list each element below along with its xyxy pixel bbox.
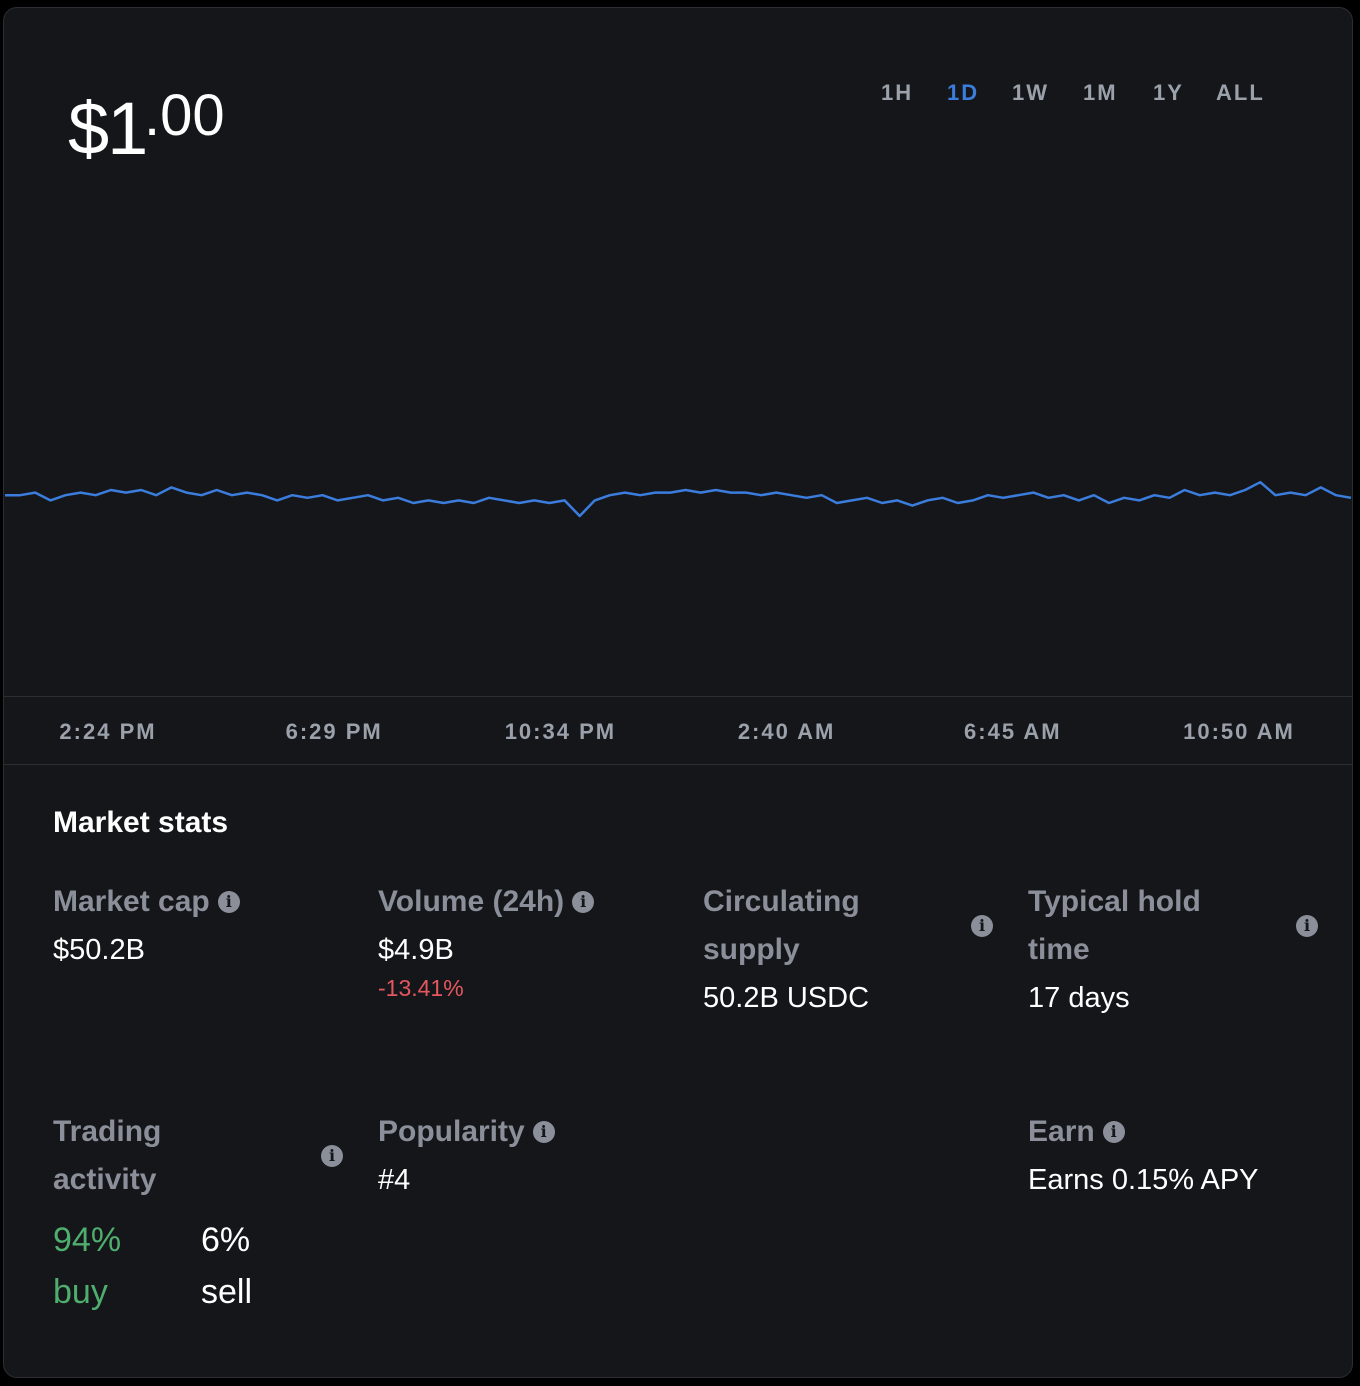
stat-value: #4: [378, 1164, 411, 1196]
stat-label: Earn: [1028, 1115, 1095, 1148]
info-icon[interactable]: i: [971, 915, 993, 937]
range-button[interactable]: 1H: [881, 80, 914, 105]
divider: [4, 764, 1352, 765]
stat-label: Typical hold time: [1028, 885, 1201, 966]
stat: Trading activity i 94% buy 6% sell: [53, 1108, 343, 1318]
price-chart: [5, 480, 1352, 518]
info-icon[interactable]: i: [217, 891, 240, 913]
stat: Popularity i #4: [378, 1108, 668, 1197]
card: $1 .00 Market stats Market cap i $50.2B V…: [3, 7, 1353, 1378]
info-icon[interactable]: i: [572, 891, 595, 913]
range-button[interactable]: 1W: [1012, 80, 1049, 105]
range-button[interactable]: 1M: [1083, 80, 1118, 105]
range-button[interactable]: 1D: [947, 80, 980, 105]
stat-value: Earns 0.15% APY: [1028, 1164, 1259, 1196]
buy-label: buy: [53, 1273, 108, 1311]
info-icon[interactable]: i: [1296, 915, 1318, 937]
price-fraction: .00: [144, 83, 225, 148]
x-tick-label: 2:40 AM: [737, 719, 836, 744]
range-button[interactable]: ALL: [1216, 80, 1265, 105]
x-tick-label: 10:50 AM: [1183, 719, 1295, 744]
stat-change: -13.41%: [378, 975, 464, 1001]
stat: Volume (24h) i $4.9B -13.41%: [378, 878, 668, 1002]
info-icon[interactable]: i: [532, 1121, 555, 1143]
stat: Earn i Earns 0.15% APY: [1028, 1108, 1318, 1197]
stat-value: $4.9B: [378, 934, 454, 966]
stat: Typical hold time i 17 days: [1028, 878, 1318, 1015]
stat-label: Circulating supply: [703, 885, 860, 966]
x-tick-label: 10:34 PM: [504, 719, 617, 744]
sell-percent: 6%: [201, 1221, 251, 1259]
price: $1: [68, 87, 148, 170]
range-button[interactable]: 1Y: [1153, 80, 1184, 105]
info-icon[interactable]: i: [321, 1145, 343, 1167]
stat-label: Volume (24h): [378, 885, 565, 918]
x-tick-label: 6:29 PM: [285, 719, 383, 744]
buy-percent: 94%: [53, 1221, 122, 1259]
sell-label: sell: [201, 1273, 253, 1311]
stat-label: Trading activity: [53, 1115, 162, 1196]
stat-value: 50.2B USDC: [703, 982, 870, 1014]
stat-value: $50.2B: [53, 934, 145, 966]
info-icon[interactable]: i: [1102, 1121, 1125, 1143]
stat: Market cap i $50.2B: [53, 878, 343, 967]
stat-label: Market cap: [53, 885, 210, 918]
x-tick-label: 2:24 PM: [59, 719, 157, 744]
stat-value: 17 days: [1028, 982, 1130, 1014]
stat: Circulating supply i 50.2B USDC: [703, 878, 993, 1015]
x-tick-label: 6:45 AM: [964, 719, 1062, 744]
price-line: [5, 480, 1352, 518]
section-title: Market stats: [53, 806, 229, 839]
divider: [4, 696, 1352, 697]
stat-label: Popularity: [378, 1115, 525, 1148]
